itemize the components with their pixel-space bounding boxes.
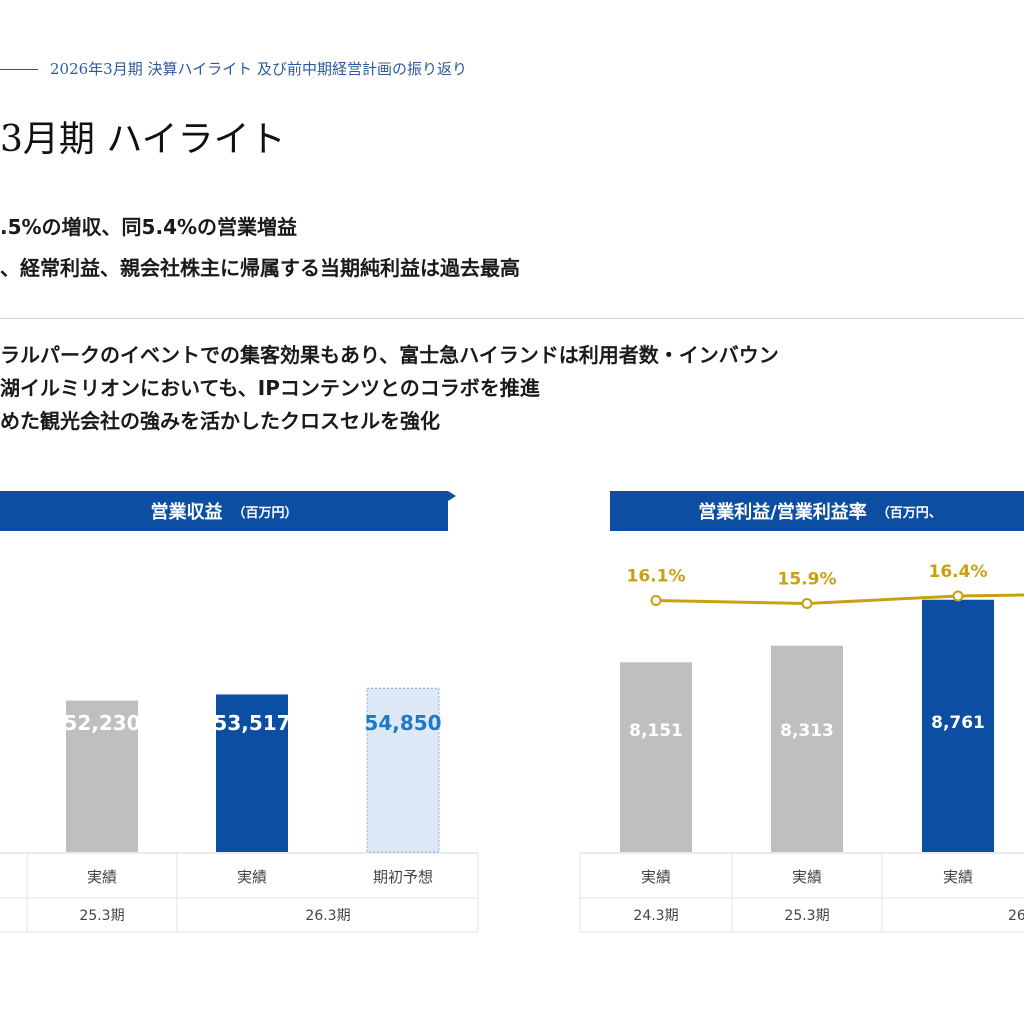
header-notch-left <box>448 491 456 501</box>
margin-rate-point <box>650 595 662 606</box>
section-divider <box>0 318 1024 319</box>
profit-chart: 8,151 実績 8,313 実績 8,761 実績 16.1% 15.9% 16.4% 24.3… <box>579 562 1024 933</box>
profit-chart-title: 営業利益/営業利益率 <box>698 502 867 523</box>
page-title: 3月期 ハイライト <box>0 119 286 160</box>
detail-line-2: 湖イルミリオンにおいても、IPコンテンツとのコラボを推進 <box>0 376 540 400</box>
profit-group-label: 26 <box>1008 908 1024 924</box>
detail-line-1: ラルパークのイベントでの集客効果もあり、富士急ハイランドは利用者数・インバウン <box>0 343 779 367</box>
margin-rate-label: 16.4% <box>929 562 988 582</box>
profit-chart-header: 営業利益/営業利益率 （百万円、 <box>610 491 1024 531</box>
header-rule <box>0 69 38 70</box>
revenue-bar-value: 53,517 <box>213 711 290 735</box>
revenue-category-label: 実績 <box>87 868 117 886</box>
revenue-group-label: 25.3期 <box>79 908 124 924</box>
revenue-bar-forecast <box>366 687 440 853</box>
summary-line-1: .5%の増収、同5.4%の営業増益 <box>0 215 298 239</box>
revenue-bar <box>216 694 288 852</box>
profit-category-label: 実績 <box>792 868 822 886</box>
revenue-bar-value: 52,230 <box>63 711 140 735</box>
profit-bar-value: 8,151 <box>629 721 683 741</box>
profit-category-label: 実績 <box>943 868 973 886</box>
margin-rate-point <box>801 598 813 609</box>
margin-rate-point <box>952 590 964 602</box>
revenue-chart-title: 営業収益 <box>150 502 223 523</box>
revenue-category-label: 期初予想 <box>373 868 433 886</box>
profit-bar <box>620 662 692 852</box>
margin-rate-line <box>655 593 1024 606</box>
profit-chart-unit: （百万円、 <box>876 505 942 521</box>
profit-bar <box>771 645 843 852</box>
detail-line-3: めた観光会社の強みを活かしたクロスセルを強化 <box>0 409 440 433</box>
profit-category-label: 実績 <box>641 868 671 886</box>
summary-line-2: 、経常利益、親会社株主に帰属する当期純利益は過去最高 <box>0 256 520 280</box>
revenue-category-label: 実績 <box>237 868 267 886</box>
revenue-group-label: 26.3期 <box>305 908 350 924</box>
margin-rate-label: 15.9% <box>778 570 837 590</box>
profit-bar-value: 8,313 <box>780 721 834 741</box>
section-subtitle: 2026年3月期 決算ハイライト 及び前中期経営計画の振り返り <box>50 60 467 78</box>
profit-group-label: 24.3期 <box>633 908 678 924</box>
profit-bar-value: 8,761 <box>931 713 985 733</box>
profit-bar <box>922 599 994 852</box>
revenue-chart-header: 営業収益 （百万円） <box>0 491 448 531</box>
revenue-bar <box>66 700 138 852</box>
revenue-chart-unit: （百万円） <box>232 505 298 521</box>
profit-group-label: 25.3期 <box>784 908 829 924</box>
revenue-bar-value: 54,850 <box>364 711 441 735</box>
revenue-chart: 52,230 実績 53,517 実績 54,850 期初予想 25.3期 26.3期 <box>0 687 479 933</box>
margin-rate-label: 16.1% <box>627 567 686 587</box>
